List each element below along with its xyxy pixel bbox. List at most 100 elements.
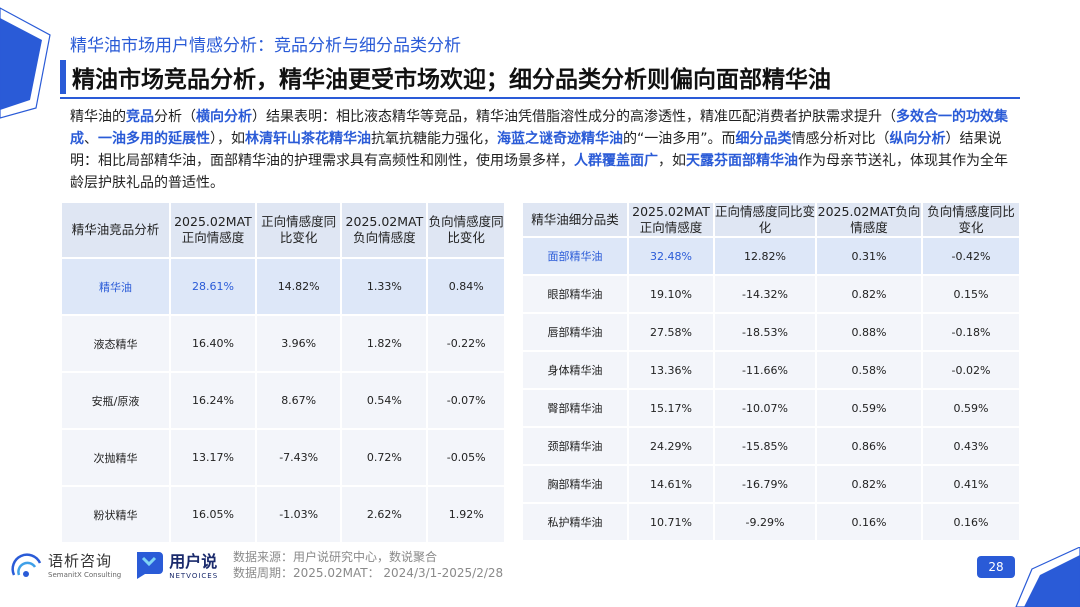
table-row: 颈部精华油 24.29% -15.85% 0.86% 0.43% (523, 428, 1019, 464)
title-accent (60, 60, 66, 94)
table-cell: 0.59% (817, 390, 921, 426)
table-cell: -16.79% (715, 466, 815, 502)
table-cell: 唇部精华油 (523, 314, 627, 350)
table-cell: 颈部精华油 (523, 428, 627, 464)
table-cell: 胸部精华油 (523, 466, 627, 502)
table-row: 安瓶/原液 16.24% 8.67% 0.54% -0.07% (62, 373, 504, 428)
table-cell: -0.05% (428, 430, 504, 485)
table-cell: 0.88% (817, 314, 921, 350)
table-cell: 0.82% (817, 466, 921, 502)
table-cell: 0.86% (817, 428, 921, 464)
table-cell: 0.82% (817, 276, 921, 312)
table-row: 液态精华 16.40% 3.96% 1.82% -0.22% (62, 316, 504, 371)
table-row: 次抛精华 13.17% -7.43% 0.72% -0.05% (62, 430, 504, 485)
table-cell: 粉状精华 (62, 487, 169, 542)
column-header: 精华油细分品类 (523, 203, 627, 236)
table-cell: 8.67% (256, 373, 341, 428)
table-cell: -18.53% (715, 314, 815, 350)
page-title: 精油市场竞品分析，精华油更受市场欢迎；细分品类分析则偏向面部精华油 (72, 67, 831, 93)
table-cell: -0.42% (923, 238, 1019, 274)
table-cell: 0.15% (923, 276, 1019, 312)
table-cell: 0.16% (923, 504, 1019, 540)
table-cell: 15.17% (629, 390, 713, 426)
column-header: 正向情感度同比变化 (715, 203, 816, 236)
table-cell: 0.43% (923, 428, 1019, 464)
table-cell: 1.92% (428, 487, 504, 542)
table-cell: 1.82% (342, 316, 427, 371)
corner-decoration (0, 7, 51, 119)
table-cell: 臀部精华油 (523, 390, 627, 426)
table-cell: -0.02% (923, 352, 1019, 388)
table-cell: 液态精华 (62, 316, 169, 371)
table-cell: 16.40% (170, 316, 255, 371)
table-cell: 身体精华油 (523, 352, 627, 388)
column-header: 2025.02MAT负向情感度 (342, 203, 427, 257)
table-row: 眼部精华油 19.10% -14.32% 0.82% 0.15% (523, 276, 1019, 312)
table-cell: -9.29% (715, 504, 815, 540)
table-cell: 14.61% (629, 466, 713, 502)
table-cell: 安瓶/原液 (62, 373, 169, 428)
data-source-note: 数据来源：用户说研究中心，数说聚合 数据周期：2025.02MAT： 2024/… (233, 549, 503, 581)
table-cell: -15.85% (715, 428, 815, 464)
table-cell: -0.22% (428, 316, 504, 371)
table-cell: 0.41% (923, 466, 1019, 502)
intro-paragraph: 精华油的竞品分析（横向分析）结果表明：相比液态精华等竞品，精华油凭借脂溶性成分的… (70, 109, 1008, 191)
title-bar: 精油市场竞品分析，精华油更受市场欢迎；细分品类分析则偏向面部精华油 (60, 57, 1020, 97)
table-row: 唇部精华油 27.58% -18.53% 0.88% -0.18% (523, 314, 1019, 350)
table-cell: 13.17% (170, 430, 255, 485)
table-cell: 0.54% (342, 373, 427, 428)
table-row: 胸部精华油 14.61% -16.79% 0.82% 0.41% (523, 466, 1019, 502)
table-cell: 0.31% (817, 238, 921, 274)
table-cell: -10.07% (715, 390, 815, 426)
competitor-analysis-table: 精华油竞品分析 2025.02MAT正向情感度 正向情感度同比变化 2025.0… (60, 201, 506, 544)
netvoices-logo: 用户说 NETVOICES (133, 548, 218, 580)
logo-subtext: NETVOICES (169, 572, 219, 580)
table-cell: 16.05% (170, 487, 255, 542)
table-cell: 14.82% (256, 259, 341, 314)
table-cell: 精华油 (62, 259, 169, 314)
subcategory-analysis-table: 精华油细分品类 2025.02MAT正向情感度 正向情感度同比变化 2025.0… (521, 201, 1021, 542)
period-line: 数据周期：2025.02MAT： 2024/3/1-2025/2/28 (233, 566, 504, 580)
table-cell: 1.33% (342, 259, 427, 314)
corner-decoration (1015, 547, 1080, 607)
column-header: 2025.02MAT正向情感度 (629, 203, 713, 236)
table-row: 粉状精华 16.05% -1.03% 2.62% 1.92% (62, 487, 504, 542)
footer-logos: 语析咨询 SemanitX Consulting 用户说 NETVOICES (10, 548, 218, 580)
table-cell: 次抛精华 (62, 430, 169, 485)
column-header: 负向情感度同比变化 (428, 203, 504, 257)
table-header-row: 精华油竞品分析 2025.02MAT正向情感度 正向情感度同比变化 2025.0… (62, 203, 504, 257)
table-cell: -7.43% (256, 430, 341, 485)
table-row: 精华油 28.61% 14.82% 1.33% 0.84% (62, 259, 504, 314)
semantix-logo: 语析咨询 SemanitX Consulting (10, 549, 121, 579)
table-cell: 眼部精华油 (523, 276, 627, 312)
logo-name: 语析咨询 (48, 551, 113, 570)
table-cell: 10.71% (629, 504, 713, 540)
table-cell: 0.16% (817, 504, 921, 540)
table-cell: 13.36% (629, 352, 713, 388)
table-cell: 面部精华油 (523, 238, 627, 274)
table-cell: -0.18% (923, 314, 1019, 350)
page-number: 28 (977, 556, 1015, 578)
table-cell: -14.32% (715, 276, 815, 312)
table-header-row: 精华油细分品类 2025.02MAT正向情感度 正向情感度同比变化 2025.0… (523, 203, 1019, 236)
logo-subtext: SemanitX Consulting (48, 570, 122, 579)
column-header: 负向情感度同比变化 (923, 203, 1019, 236)
table-cell: 0.58% (817, 352, 921, 388)
column-header: 正向情感度同比变化 (256, 203, 341, 257)
table-cell: 0.59% (923, 390, 1019, 426)
table-cell: 16.24% (170, 373, 255, 428)
table-cell: 19.10% (629, 276, 713, 312)
table-cell: -11.66% (715, 352, 815, 388)
table-cell: 27.58% (629, 314, 713, 350)
table-cell: 2.62% (342, 487, 427, 542)
table-cell: 32.48% (629, 238, 713, 274)
table-cell: 私护精华油 (523, 504, 627, 540)
semantix-logo-icon (11, 553, 42, 577)
source-line: 数据来源：用户说研究中心，数说聚合 (233, 550, 438, 564)
table-cell: -0.07% (428, 373, 504, 428)
column-header: 精华油竞品分析 (62, 203, 169, 257)
column-header: 2025.02MAT负向情感度 (817, 203, 921, 236)
table-row: 身体精华油 13.36% -11.66% 0.58% -0.02% (523, 352, 1019, 388)
logo-name: 用户说 (169, 552, 218, 571)
table-cell: 3.96% (256, 316, 341, 371)
